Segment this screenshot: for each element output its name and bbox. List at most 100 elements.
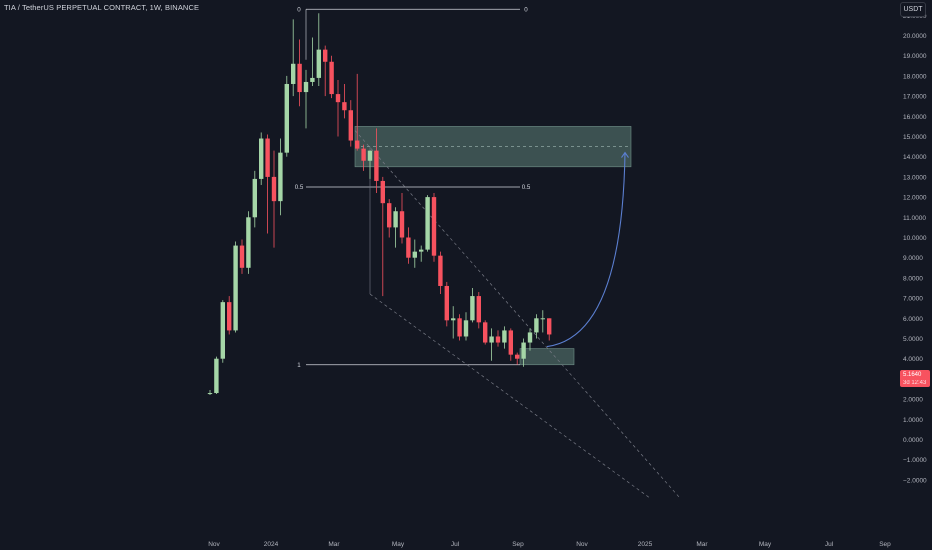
trend-line-lower <box>369 293 651 499</box>
candle-body <box>540 318 545 320</box>
candle-body <box>246 217 251 268</box>
y-tick-label: 17.0000 <box>903 94 927 101</box>
y-tick-label: 10.0000 <box>903 235 927 242</box>
time-axis[interactable]: Nov 2024 Mar May Jul Sep Nov 2025 Mar May Jul Sep <box>208 541 891 548</box>
candle-body <box>335 94 341 103</box>
candle-body <box>463 320 469 337</box>
y-tick-label: 8.0000 <box>903 275 923 282</box>
candle-body <box>419 249 424 252</box>
fib-label-right: 0 <box>524 6 528 13</box>
x-tick-label: Jul <box>825 541 834 548</box>
candle-body <box>444 285 449 321</box>
chart-title: TIA / TetherUS PERPETUAL CONTRACT, 1W, B… <box>4 3 200 12</box>
candle-body <box>483 322 488 343</box>
projection-curve <box>546 152 626 348</box>
candle-body <box>265 138 270 177</box>
y-tick-label: 7.0000 <box>903 296 923 303</box>
y-tick-label: 2.0000 <box>903 397 923 404</box>
candle-body <box>316 49 321 78</box>
x-tick-label: Nov <box>576 541 588 548</box>
x-tick-label: Sep <box>512 541 524 548</box>
y-tick-label: 4.0000 <box>903 356 923 363</box>
x-tick-label: Nov <box>208 541 220 548</box>
candle-body <box>470 296 475 321</box>
x-tick-label: Jul <box>451 541 460 548</box>
y-tick-label: −1.0000 <box>903 457 927 464</box>
zones <box>354 126 632 366</box>
price-axis[interactable]: 22.000021.000020.000019.000018.000017.00… <box>903 0 927 485</box>
candle-body <box>284 83 289 153</box>
candle-body <box>355 140 360 149</box>
x-tick-label: 2025 <box>638 541 653 548</box>
candle-body <box>291 63 296 84</box>
candle-body <box>495 336 501 343</box>
trend-line-upper <box>354 130 681 499</box>
candle-body <box>278 152 283 202</box>
y-tick-label: 6.0000 <box>903 316 923 323</box>
candle-body <box>214 358 219 394</box>
candle-body <box>508 330 513 355</box>
candle-body <box>399 211 405 238</box>
candle-body <box>342 102 347 111</box>
y-tick-label: 5.0000 <box>903 336 923 343</box>
candle-body <box>303 81 309 93</box>
candle-body <box>323 49 328 62</box>
candle-body <box>387 203 392 228</box>
candle-body <box>227 302 232 331</box>
candle-body <box>374 150 379 181</box>
candle-body <box>425 197 430 250</box>
currency-button[interactable]: USDT <box>900 2 926 17</box>
y-tick-label: 0.0000 <box>903 437 923 444</box>
bar-countdown: 3d 12:43 <box>903 380 927 386</box>
candle-body <box>406 237 411 258</box>
candle-body <box>521 342 526 359</box>
candle-body <box>207 393 213 395</box>
fibonacci-levels: 0 0 0.5 0.5 1 <box>295 6 531 369</box>
candle-body <box>515 354 520 359</box>
y-tick-label: 11.0000 <box>903 215 926 222</box>
x-tick-label: Sep <box>879 541 891 548</box>
candle-body <box>547 318 552 335</box>
y-tick-label: 16.0000 <box>903 114 927 121</box>
candle-body <box>431 197 437 256</box>
candle-body <box>451 318 456 321</box>
candle-body <box>489 336 494 343</box>
candle-body <box>239 245 245 268</box>
x-tick-label: May <box>392 541 405 548</box>
candle-body <box>233 245 238 331</box>
y-tick-label: 14.0000 <box>903 154 927 161</box>
demand-zone <box>519 348 575 366</box>
x-tick-label: May <box>759 541 772 548</box>
y-tick-label: 1.0000 <box>903 417 923 424</box>
candle-body <box>393 211 398 228</box>
candle-body <box>412 251 417 258</box>
projection-arrow <box>546 151 629 348</box>
fib-label-left: 0 <box>297 6 301 13</box>
x-tick-label: Mar <box>696 541 708 548</box>
candle-body <box>271 176 277 202</box>
y-tick-label: 20.0000 <box>903 33 927 40</box>
y-tick-label: 9.0000 <box>903 255 923 262</box>
fib-label-left: 0.5 <box>295 184 304 191</box>
projection-arrowhead <box>621 151 629 158</box>
y-tick-label: 13.0000 <box>903 174 927 181</box>
candle-body <box>297 63 302 93</box>
y-tick-label: 15.0000 <box>903 134 927 141</box>
candle-body <box>220 302 225 359</box>
candle-body <box>438 255 443 286</box>
candle-body <box>348 110 353 141</box>
y-tick-label: −2.0000 <box>903 477 927 484</box>
candle-body <box>361 148 366 161</box>
fib-label-right: 0.5 <box>522 184 531 191</box>
candle-body <box>259 138 264 179</box>
y-tick-label: 12.0000 <box>903 195 927 202</box>
candle-body <box>476 296 481 323</box>
fib-label-left: 1 <box>297 362 301 369</box>
trend-lines <box>354 130 681 499</box>
candle-body <box>502 330 507 343</box>
candle-body <box>310 77 315 82</box>
candle-body <box>457 318 462 337</box>
x-tick-label: Mar <box>328 541 340 548</box>
last-price: 5.1640 <box>903 372 922 378</box>
